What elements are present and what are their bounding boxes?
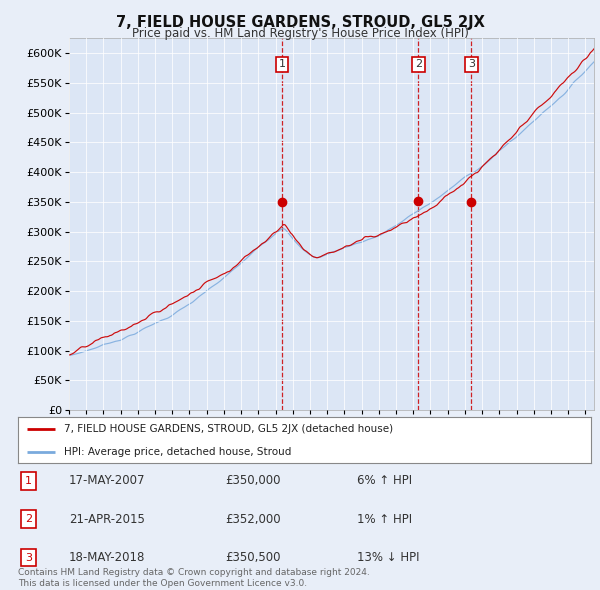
Text: 18-MAY-2018: 18-MAY-2018 [69,551,145,564]
Text: 7, FIELD HOUSE GARDENS, STROUD, GL5 2JX (detached house): 7, FIELD HOUSE GARDENS, STROUD, GL5 2JX … [64,424,393,434]
Text: 1: 1 [278,60,286,70]
Text: HPI: Average price, detached house, Stroud: HPI: Average price, detached house, Stro… [64,447,291,457]
Text: £350,500: £350,500 [225,551,281,564]
Text: 2: 2 [415,60,422,70]
Text: Price paid vs. HM Land Registry's House Price Index (HPI): Price paid vs. HM Land Registry's House … [131,27,469,40]
Text: £352,000: £352,000 [225,513,281,526]
Text: 1: 1 [25,476,32,486]
Text: Contains HM Land Registry data © Crown copyright and database right 2024.: Contains HM Land Registry data © Crown c… [18,568,370,577]
Text: £350,000: £350,000 [225,474,281,487]
Text: 6% ↑ HPI: 6% ↑ HPI [357,474,412,487]
Text: 17-MAY-2007: 17-MAY-2007 [69,474,146,487]
Text: This data is licensed under the Open Government Licence v3.0.: This data is licensed under the Open Gov… [18,579,307,588]
Text: 7, FIELD HOUSE GARDENS, STROUD, GL5 2JX: 7, FIELD HOUSE GARDENS, STROUD, GL5 2JX [116,15,484,30]
Text: 3: 3 [468,60,475,70]
Text: 21-APR-2015: 21-APR-2015 [69,513,145,526]
Text: 1% ↑ HPI: 1% ↑ HPI [357,513,412,526]
Text: 2: 2 [25,514,32,524]
Text: 3: 3 [25,553,32,562]
Text: 13% ↓ HPI: 13% ↓ HPI [357,551,419,564]
